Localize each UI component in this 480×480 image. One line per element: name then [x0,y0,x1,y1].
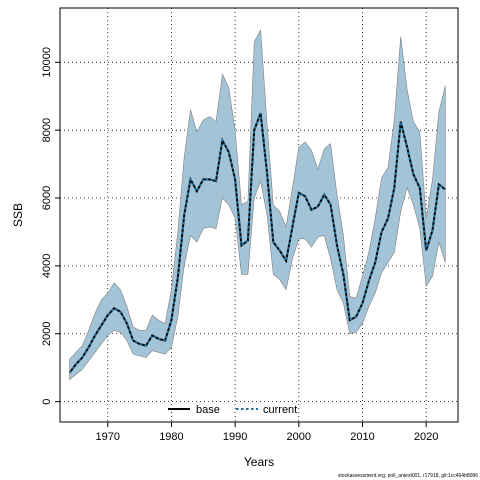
y-tick-label: 0 [41,399,53,405]
legend-label-base: base [196,404,220,416]
y-axis-title: SSB [11,203,25,227]
x-tick-label: 1990 [223,431,247,443]
plot-frame [59,7,459,423]
x-axis-title: Years [244,455,274,469]
footnote: stockassessment.org, poll_antest001, r17… [338,473,478,479]
x-tick-label: 1970 [96,431,120,443]
confidence-band [69,29,446,381]
grid-lines [60,8,458,422]
x-axis: 1970 1980 1990 2000 2010 2020 [96,422,438,443]
y-tick-label: 4000 [41,254,53,278]
series-line-current [68,112,446,374]
y-tick-label: 8000 [41,118,53,142]
x-tick-label: 1980 [159,431,183,443]
x-tick-label: 2010 [350,431,374,443]
y-tick-label: 6000 [41,186,53,210]
y-tick-label: 2000 [41,322,53,346]
y-tick-label: 10000 [41,47,53,78]
x-tick-label: 2020 [414,431,438,443]
legend: base current [168,404,297,416]
legend-label-current: current [263,404,297,416]
y-axis: 0 2000 4000 6000 8000 10000 [41,47,60,405]
x-tick-label: 2000 [287,431,311,443]
